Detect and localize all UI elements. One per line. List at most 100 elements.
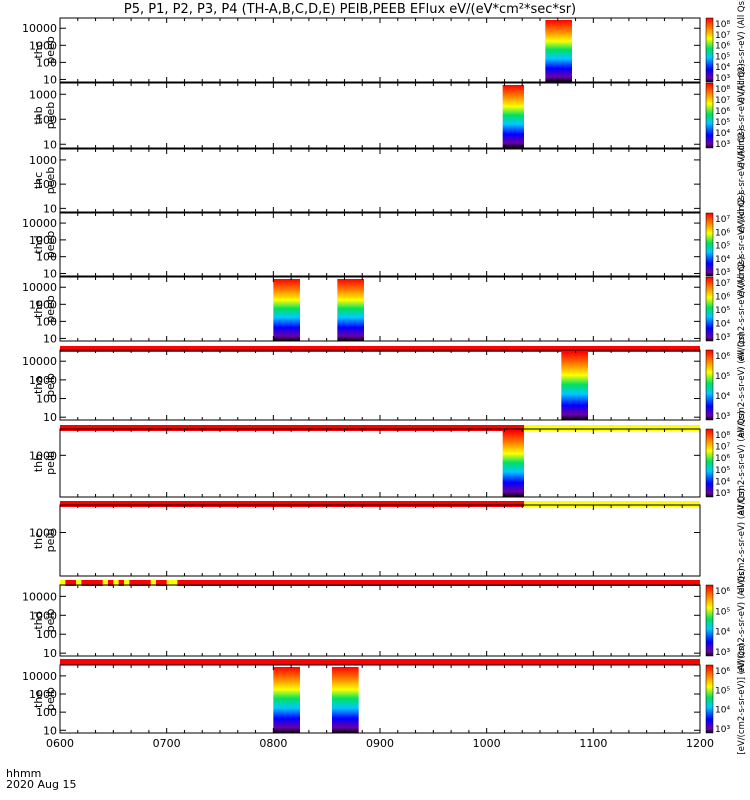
colorbar-tick-label: 10⁷ <box>715 31 730 41</box>
panel-4: 10 100 1000 10000 thd peeb 10⁷ 10⁶ 10⁵ 10⁴ 10³ eV/(… <box>22 192 747 297</box>
flag-bar-red <box>60 501 524 507</box>
panel-9: 10 100 1000 10000 thd peib 10⁶ 10⁵ 10⁴ 10³ eV/(cm2… <box>22 568 747 673</box>
y-tick-label: 10000 <box>22 355 57 368</box>
flag-bar-yellow <box>166 580 172 586</box>
panel-probe-label: thc <box>32 532 45 549</box>
panel-frame <box>59 148 701 213</box>
panel-3: 10 100 1000 thc peeb eV/(cm2-s-sr-eV) (All Qs… <box>29 128 747 233</box>
colorbar-tick-label: 10³ <box>715 140 730 150</box>
colorbar-tick-label: 10³ <box>715 489 730 499</box>
colorbar-tick-label: 10³ <box>715 648 730 658</box>
y-tick-label: 1000 <box>29 154 57 167</box>
colorbar-tick-label: 10⁴ <box>715 706 730 716</box>
panel-probe-label: the <box>32 690 45 708</box>
colorbar <box>705 276 714 342</box>
panel-frame <box>59 504 701 577</box>
flag-bar-red <box>60 659 700 665</box>
spectrogram-block <box>273 667 300 733</box>
colorbar-tick-label: 10⁷ <box>715 96 730 106</box>
colorbar-tick-label: 10³ <box>715 725 730 735</box>
panel-frame <box>59 428 701 498</box>
spectrogram-block <box>502 431 524 497</box>
y-tick-label: 1000 <box>29 688 57 701</box>
colorbar <box>705 428 714 498</box>
y-tick-label: 100 <box>36 113 57 126</box>
spectrogram-block <box>332 667 359 733</box>
colorbar-units-label: eV/(cm2-s-sr-eV) (All Qs) <box>737 488 747 593</box>
colorbar-tick-label: 10⁴ <box>715 255 730 265</box>
y-tick-label: 100 <box>36 706 57 719</box>
colorbar-tick-label: 10⁴ <box>715 628 730 638</box>
spectrogram-block <box>337 279 364 341</box>
flag-bar-yellow <box>60 580 66 586</box>
panel-probe-label: thb <box>32 106 45 124</box>
colorbar-units-label: eV/(cm2-s-sr-eV) (All Qs) <box>737 568 747 673</box>
y-tick-label: 10 <box>43 647 57 660</box>
y-tick-label: 100 <box>36 393 57 406</box>
plot-title: P5, P1, P2, P3, P4 (TH-A,B,C,D,E) PEIB,P… <box>123 2 577 17</box>
panel-product-label: peeb <box>44 295 57 323</box>
colorbar-tick-label: 10⁴ <box>715 320 730 330</box>
panel-product-label: peib <box>44 687 57 711</box>
colorbar-tick-label: 10³ <box>715 412 730 422</box>
colorbar-tick-label: 10⁵ <box>715 372 730 382</box>
y-tick-label: 100 <box>36 56 57 69</box>
colorbar-tick-label: 10⁵ <box>715 466 730 476</box>
spectrogram-block <box>545 20 572 82</box>
spectrogram-block <box>502 85 524 148</box>
date-label: 2020 Aug 15 <box>6 778 77 791</box>
colorbar-units-label: eV/(cm2-s-sr-eV) (All Qs) <box>737 333 747 438</box>
colorbar <box>705 82 714 149</box>
colorbar-tick-label: 10⁶ <box>715 667 730 677</box>
colorbar-units-label: eV/(cm2-s-sr-eV) (All Qs) <box>737 192 747 297</box>
colorbar <box>705 349 714 421</box>
panel-product-label: peeb <box>44 36 57 64</box>
y-tick-label: 10000 <box>22 670 57 683</box>
x-tick-label: 0800 <box>259 737 287 750</box>
y-tick-label: 1000 <box>29 374 57 387</box>
panel-product-label: peeb <box>44 231 57 259</box>
colorbar-tick-label: 10⁶ <box>715 587 730 597</box>
colorbar-units-label: eV/(cm2-s-sr-eV) (All Qs) <box>737 128 747 233</box>
panel-6: 10 100 1000 10000 tha peib 10⁶ 10⁵ 10⁴ 10³ eV/(cm2… <box>22 333 747 438</box>
panel-frame <box>59 17 701 83</box>
colorbar-tick-label: 10⁶ <box>715 293 730 303</box>
panel-5: 10 100 1000 10000 the peeb 10⁷ 10⁶ 10⁵ 10⁴ 10³ eV/(… <box>22 257 747 362</box>
panel-product-label: peeb <box>44 167 57 195</box>
panel-frame <box>59 584 701 657</box>
colorbar-units-label: [eV/(cm2-s-sr-eV)] (All Qs) <box>737 643 747 754</box>
colorbar-tick-label: 10⁵ <box>715 242 730 252</box>
colorbar-tick-label: 10⁵ <box>715 52 730 62</box>
colorbar-tick-label: 10⁶ <box>715 352 730 362</box>
colorbar-units-label: eV/(cm2-s-sr-eV) (All Qs) <box>737 257 747 362</box>
flag-bar-yellow <box>524 425 700 431</box>
spectrogram-block <box>273 279 300 341</box>
colorbar-tick-label: 10⁸ <box>715 431 730 441</box>
y-tick-label: 10 <box>43 724 57 737</box>
flag-bar-red <box>60 425 524 431</box>
colorbar-tick-label: 10³ <box>715 268 730 278</box>
panel-frame <box>59 349 701 421</box>
y-tick-label: 100 <box>36 315 57 328</box>
panel-probe-label: thc <box>32 41 45 58</box>
colorbar-tick-label: 10⁷ <box>715 279 730 289</box>
panel-product-label: peib <box>44 451 57 475</box>
panel-probe-label: thc <box>32 172 45 189</box>
flag-bar-red <box>60 580 700 586</box>
colorbar-tick-label: 10⁶ <box>715 107 730 117</box>
flag-bar-yellow <box>124 580 130 586</box>
x-tick-label: 0900 <box>366 737 394 750</box>
colorbar <box>705 584 714 657</box>
flag-bar-yellow <box>172 580 178 586</box>
x-axis-units-label: hhmm <box>6 767 42 780</box>
y-tick-label: 10 <box>43 73 57 86</box>
y-tick-label: 10000 <box>22 22 57 35</box>
colorbar-tick-label: 10⁶ <box>715 228 730 238</box>
y-tick-label: 1000 <box>29 449 57 462</box>
colorbar-tick-label: 10⁸ <box>715 20 730 30</box>
colorbar <box>705 212 714 277</box>
colorbar-tick-label: 10⁵ <box>715 607 730 617</box>
panel-frame <box>59 212 701 277</box>
